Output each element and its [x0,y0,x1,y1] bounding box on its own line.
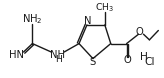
Text: N: N [84,16,92,26]
Text: HN: HN [9,50,24,60]
Text: H: H [140,52,147,62]
Text: O: O [136,27,143,37]
Text: Cl: Cl [144,57,155,67]
Text: S: S [90,57,96,67]
Text: O: O [124,55,132,65]
Text: H: H [55,55,62,64]
Text: NH: NH [50,50,65,60]
Text: NH$_2$: NH$_2$ [22,12,43,26]
Text: CH$_3$: CH$_3$ [95,1,114,14]
